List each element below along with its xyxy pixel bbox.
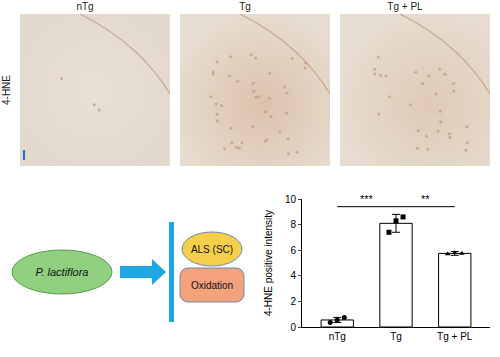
svg-text:Tg: Tg [239,1,251,12]
svg-text:**: ** [421,193,430,205]
svg-text:Tg + PL: Tg + PL [387,1,423,12]
svg-text:Tg: Tg [390,331,402,342]
svg-text:ALS (SC): ALS (SC) [191,244,233,255]
svg-text:8: 8 [290,219,296,230]
svg-text:2: 2 [290,296,296,307]
svg-text:4-HNE positive intensity: 4-HNE positive intensity [263,210,274,316]
svg-text:Tg + PL: Tg + PL [437,331,473,342]
svg-text:nTg: nTg [76,1,93,12]
svg-text:nTg: nTg [329,331,346,342]
svg-text:Oxidation: Oxidation [191,280,233,291]
svg-text:4-HNE: 4-HNE [1,75,12,105]
svg-text:10: 10 [285,194,297,205]
svg-text:0: 0 [290,322,296,333]
svg-text:6: 6 [290,245,296,256]
svg-text:***: *** [360,193,374,205]
svg-text:P. lactiflora: P. lactiflora [36,266,89,278]
svg-text:4: 4 [290,270,296,281]
